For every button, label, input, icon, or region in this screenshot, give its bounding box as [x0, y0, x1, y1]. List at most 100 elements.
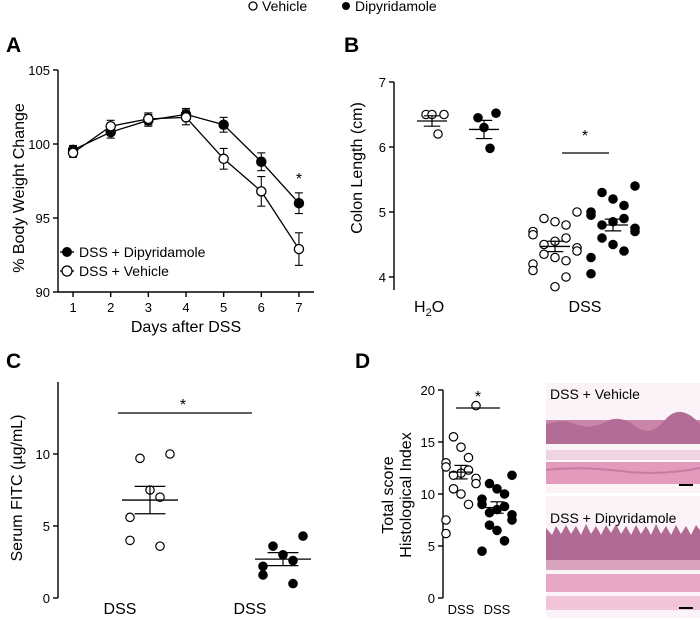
panel-b-y-tick-label: 5	[379, 205, 386, 220]
panel-a-y-tick-label: 95	[36, 211, 50, 226]
panel-b-category-dss: DSS	[569, 299, 602, 316]
panel-a-x-tick-label: 4	[182, 300, 189, 315]
panel-b-y-axis-title: Colon Length (cm)	[349, 102, 366, 234]
panel-b-group-2-point	[550, 252, 560, 263]
micrograph-2-label: DSS + Dipyridamole	[550, 510, 677, 526]
panel-c-y-tick-label: 10	[36, 447, 50, 462]
panel-d-group-1-point	[484, 478, 495, 489]
panel-b-group-3-point	[619, 200, 629, 211]
panel-a-line-chart: A 90 95 100 105 1 2 3 4 5 6 7 * % Body Weight Chan…	[6, 34, 314, 336]
panel-b-category-h2o: H2O	[414, 299, 444, 319]
panel-d-y-tick-label: 5	[428, 539, 435, 554]
legend-dipyridamole-marker	[342, 2, 350, 10]
panel-b-axes: 4 5 6 7	[379, 75, 395, 290]
panel-c-group-0-point	[135, 453, 145, 464]
panel-b-group-3-point	[630, 226, 640, 237]
panel-b-group-2-point	[561, 233, 571, 243]
panel-b-group-0-point	[433, 129, 443, 139]
panel-c-group-0-point	[155, 541, 165, 551]
micrograph-dss-vehicle: DSS + Vehicle	[546, 383, 700, 493]
panel-c-dot-plot: C 0 5 10 * Serum FITC (µg/mL) DSS DSS	[6, 350, 311, 618]
panel-d-group-0-point	[441, 462, 451, 472]
panel-c-group-0-point	[155, 492, 165, 502]
panel-a-label: A	[6, 34, 21, 57]
panel-b-group-3-point	[586, 268, 596, 279]
panel-d-group-1-point	[507, 470, 517, 481]
panel-b-group-2-point	[550, 281, 560, 292]
panel-b-y-tick-label: 7	[379, 75, 386, 90]
panel-a-significance-star: *	[296, 171, 302, 188]
panel-c-category-1: DSS	[104, 601, 137, 618]
panel-b-dot-plot: B 4 5 6 7 * Colon Length (cm) H2O DSS	[344, 34, 640, 319]
panel-d-group-0-point	[471, 478, 481, 489]
panel-b-group-3-point	[608, 239, 618, 250]
panel-c-y-tick-label: 0	[43, 591, 50, 606]
legend-dipyridamole-label: Dipyridamole	[355, 0, 437, 14]
panel-d-group-1-point	[499, 489, 510, 499]
panel-c-group-1-point	[258, 561, 268, 572]
panel-d-marks: *	[441, 389, 517, 556]
panel-b-label: B	[344, 34, 359, 57]
panel-d-group-0-point	[448, 431, 459, 442]
panel-b-group-3-point	[597, 233, 607, 243]
panel-b-y-tick-label: 4	[379, 270, 386, 285]
panel-d-y-axis-title-line-1: Total score	[380, 456, 397, 533]
panel-b-group-2-point	[550, 216, 560, 227]
panel-b-group-2-point	[572, 207, 582, 217]
panel-d-group-1-point	[492, 483, 502, 494]
panel-c-group-0-point	[125, 535, 135, 546]
panel-b-group-2-point	[539, 213, 549, 224]
panel-b-group-2-point	[528, 229, 538, 240]
panel-d-group-0-point	[456, 442, 466, 452]
panel-d-y-axis-title-line-2: Histological Index	[398, 432, 415, 557]
panel-d-group-1-point	[477, 499, 487, 510]
panel-a-point	[293, 197, 305, 209]
panel-d-group-0-point	[441, 528, 451, 539]
micrograph-dss-dipyridamole: DSS + Dipyridamole	[546, 496, 700, 618]
panel-b-group-0-point	[439, 109, 449, 120]
panel-a-x-tick-label: 1	[69, 300, 76, 315]
panel-d-y-tick-label: 0	[428, 591, 435, 606]
panel-c-group-1-point	[288, 578, 298, 589]
panel-a-y-tick-label: 105	[28, 63, 50, 78]
panel-d-dot-plot: D 0 5 10 15 20 * Total score Histological In…	[355, 350, 517, 617]
panel-d-group-0-point	[441, 515, 451, 525]
panel-d-group-0-point	[463, 499, 474, 510]
panel-a-legend-vehicle-marker	[61, 265, 73, 277]
panel-d-group-1-point	[507, 515, 517, 525]
panel-d-group-0-point	[456, 489, 466, 499]
panel-d-y-tick-label: 10	[421, 487, 435, 502]
panel-a-x-tick-label: 6	[258, 300, 265, 315]
panel-d-axes: 0 5 10 15 20	[421, 383, 444, 606]
panel-d-group-1-point	[492, 525, 502, 536]
panel-c-significance-star: *	[180, 397, 186, 414]
panel-d-significance-star: *	[475, 389, 481, 406]
panel-b-group-3-point	[608, 194, 618, 204]
panel-d-group-0-point	[463, 452, 474, 463]
panel-a-point	[67, 147, 79, 159]
panel-b-significance-star: *	[582, 128, 588, 145]
micrograph-1-label: DSS + Vehicle	[550, 386, 640, 402]
panel-b-y-tick-label: 6	[379, 140, 386, 155]
legend-vehicle-marker	[248, 1, 258, 11]
panel-d-group-1-point	[484, 520, 495, 530]
panel-c-y-axis-title: Serum FITC (µg/mL)	[9, 414, 26, 561]
panel-c-marks: *	[118, 397, 311, 589]
panel-a-point	[293, 243, 305, 255]
panel-c-group-1-point	[298, 531, 308, 541]
panel-a-legend-dipyridamole: DSS + Dipyridamole	[79, 244, 206, 260]
panel-b-group-2-point	[528, 265, 538, 276]
panel-a-series-line-1	[72, 116, 300, 250]
panel-a-point	[218, 119, 229, 131]
panel-b-group-2-point	[572, 246, 582, 256]
panel-a-axes: 90 95 100 105 1 2 3 4 5 6 7	[28, 63, 314, 315]
panel-b-group-3-point	[597, 187, 607, 198]
panel-a-x-tick-label: 2	[107, 300, 114, 315]
panel-a-point	[180, 112, 192, 123]
legend-vehicle-label: Vehicle	[262, 0, 307, 14]
panel-c-axes: 0 5 10	[36, 382, 59, 606]
panel-b-group-2-point	[561, 220, 571, 230]
panel-a-y-tick-label: 90	[36, 285, 50, 300]
panel-b-group-2-point	[561, 272, 571, 282]
